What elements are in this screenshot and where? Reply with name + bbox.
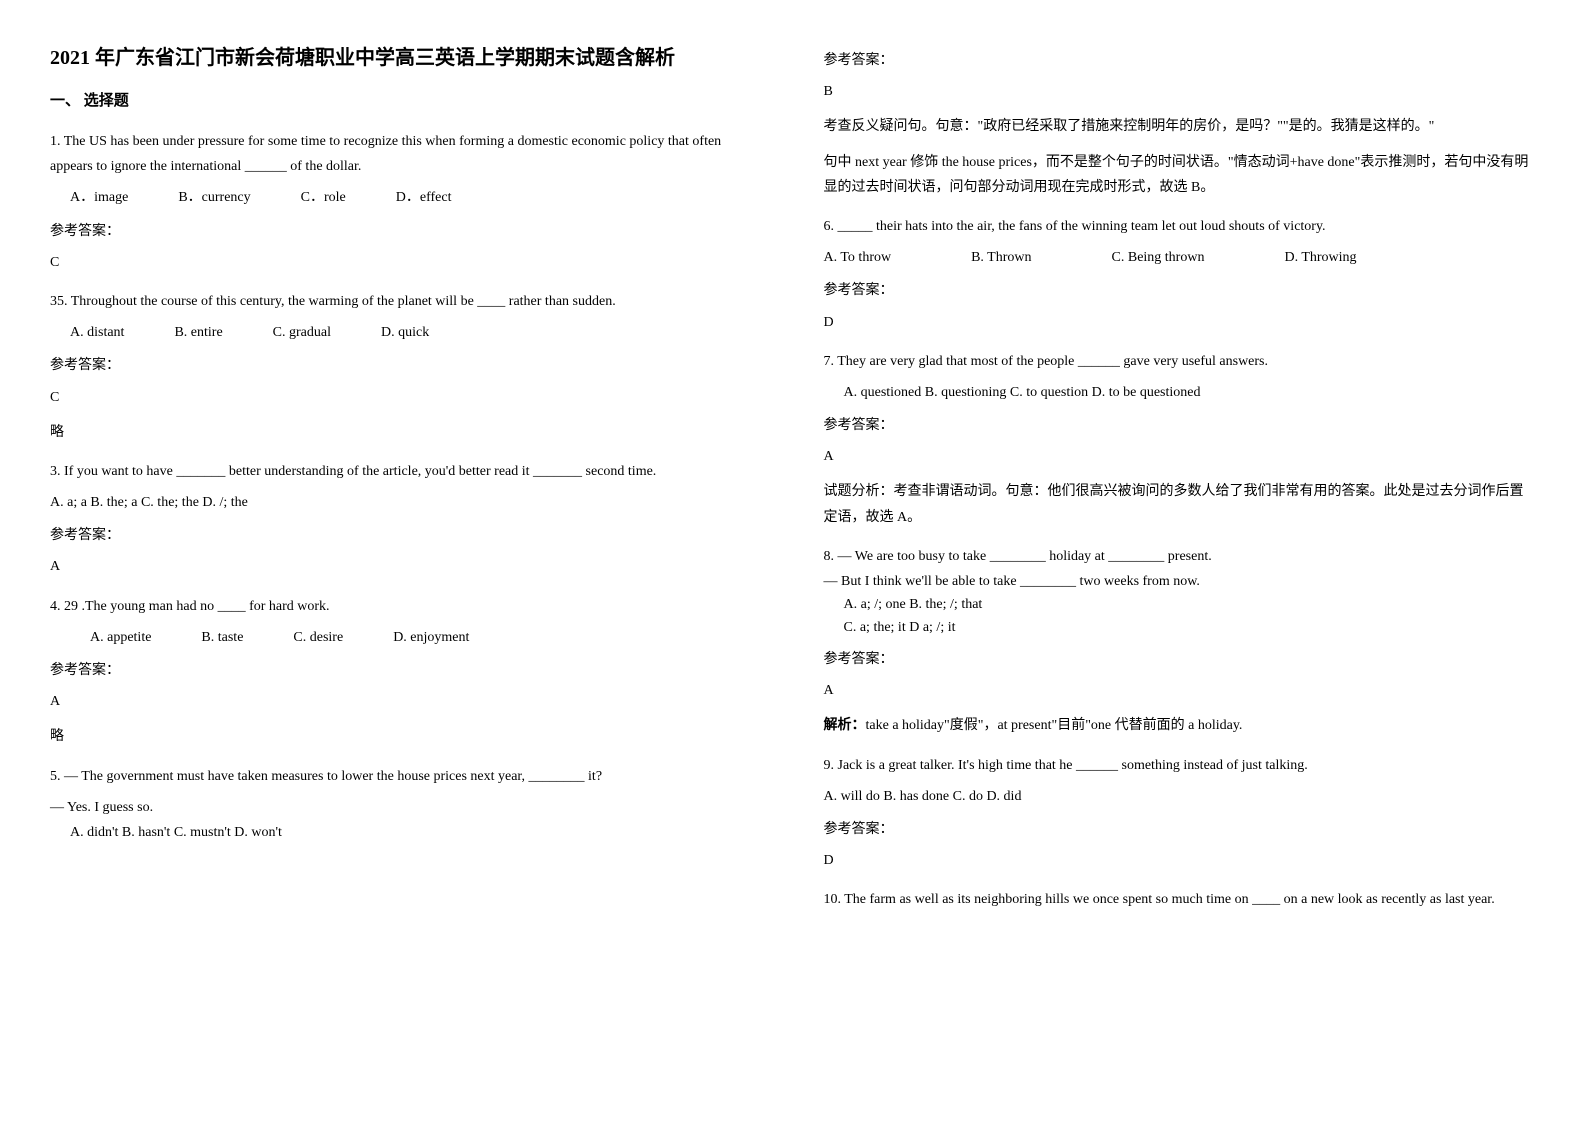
answer-label: 参考答案： [824,647,1538,672]
question-6: 6. _____ their hats into the air, the fa… [824,214,1538,239]
answer-label: 参考答案： [50,219,764,244]
section-heading: 一、 选择题 [50,88,764,115]
q6-opt-b: B. Thrown [971,245,1031,270]
answer-label: 参考答案： [824,48,1538,73]
q1-answer: C [50,250,764,275]
q4-opt-a: A. appetite [90,625,151,650]
answer-label: 参考答案： [824,413,1538,438]
q4-omit: 略 [50,724,764,749]
q8-answer: A [824,678,1538,703]
question-35: 35. Throughout the course of this centur… [50,289,764,314]
q6-opt-c: C. Being thrown [1112,245,1205,270]
question-8-options-line2: C. a; the; it D a; /; it [824,617,1538,639]
q35-opt-a: A. distant [70,320,124,345]
question-7-options: A. questioned B. questioning C. to quest… [824,380,1538,405]
question-3: 3. If you want to have _______ better un… [50,459,764,484]
q6-opt-a: A. To throw [824,245,892,270]
question-4: 4. 29 .The young man had no ____ for har… [50,594,764,619]
q1-opt-c: C．role [301,185,346,210]
question-8-options-line1: A. a; /; one B. the; /; that [824,594,1538,616]
answer-label: 参考答案： [824,817,1538,842]
q7-explanation: 试题分析：考查非谓语动词。句意：他们很高兴被询问的多数人给了我们非常有用的答案。… [824,479,1538,529]
q6-opt-d: D. Throwing [1284,245,1356,270]
q5-explanation-2: 句中 next year 修饰 the house prices，而不是整个句子… [824,150,1538,200]
question-8-line1: 8. — We are too busy to take ________ ho… [824,544,1538,569]
q4-opt-d: D. enjoyment [393,625,469,650]
question-7: 7. They are very glad that most of the p… [824,349,1538,374]
question-35-options: A. distant B. entire C. gradual D. quick [50,320,764,345]
question-9: 9. Jack is a great talker. It's high tim… [824,753,1538,778]
question-5-line2: — Yes. I guess so. [50,795,764,820]
q4-opt-b: B. taste [201,625,243,650]
q9-answer: D [824,848,1538,873]
q8-explanation-text: take a holiday"度假"，at present"目前"one 代替前… [866,718,1243,733]
answer-label: 参考答案： [50,658,764,683]
q1-opt-a: A．image [70,185,128,210]
question-1-options: A．image B．currency C．role D．effect [50,185,764,210]
q35-opt-d: D. quick [381,320,429,345]
question-10: 10. The farm as well as its neighboring … [824,887,1538,912]
q35-opt-b: B. entire [174,320,222,345]
q3-answer: A [50,554,764,579]
q5-answer: B [824,79,1538,104]
question-1: 1. The US has been under pressure for so… [50,129,764,179]
q4-opt-c: C. desire [293,625,343,650]
q7-answer: A [824,444,1538,469]
question-6-options: A. To throw B. Thrown C. Being thrown D.… [824,245,1538,270]
q8-explanation-bold: 解析： [824,718,866,733]
answer-label: 参考答案： [50,353,764,378]
q1-opt-d: D．effect [396,185,452,210]
answer-label: 参考答案： [824,278,1538,303]
q8-explanation: 解析：take a holiday"度假"，at present"目前"one … [824,713,1538,738]
q35-omit: 略 [50,420,764,445]
answer-label: 参考答案： [50,523,764,548]
q35-opt-c: C. gradual [273,320,331,345]
question-4-options: A. appetite B. taste C. desire D. enjoym… [50,625,764,650]
question-5-line1: 5. — The government must have taken meas… [50,764,764,789]
question-9-options: A. will do B. has done C. do D. did [824,784,1538,809]
q6-answer: D [824,310,1538,335]
left-column: 2021 年广东省江门市新会荷塘职业中学高三英语上学期期末试题含解析 一、 选择… [50,40,764,918]
page-columns: 2021 年广东省江门市新会荷塘职业中学高三英语上学期期末试题含解析 一、 选择… [50,40,1537,918]
q35-answer: C [50,385,764,410]
question-3-options: A. a; a B. the; a C. the; the D. /; the [50,490,764,515]
question-8-line2: — But I think we'll be able to take ____… [824,569,1538,594]
document-title: 2021 年广东省江门市新会荷塘职业中学高三英语上学期期末试题含解析 [50,40,764,76]
q4-answer: A [50,689,764,714]
question-5-options: A. didn't B. hasn't C. mustn't D. won't [50,820,764,845]
right-column: 参考答案： B 考查反义疑问句。句意："政府已经采取了措施来控制明年的房价，是吗… [824,40,1538,918]
q5-explanation-1: 考查反义疑问句。句意："政府已经采取了措施来控制明年的房价，是吗？""是的。我猜… [824,114,1538,139]
q1-opt-b: B．currency [178,185,250,210]
